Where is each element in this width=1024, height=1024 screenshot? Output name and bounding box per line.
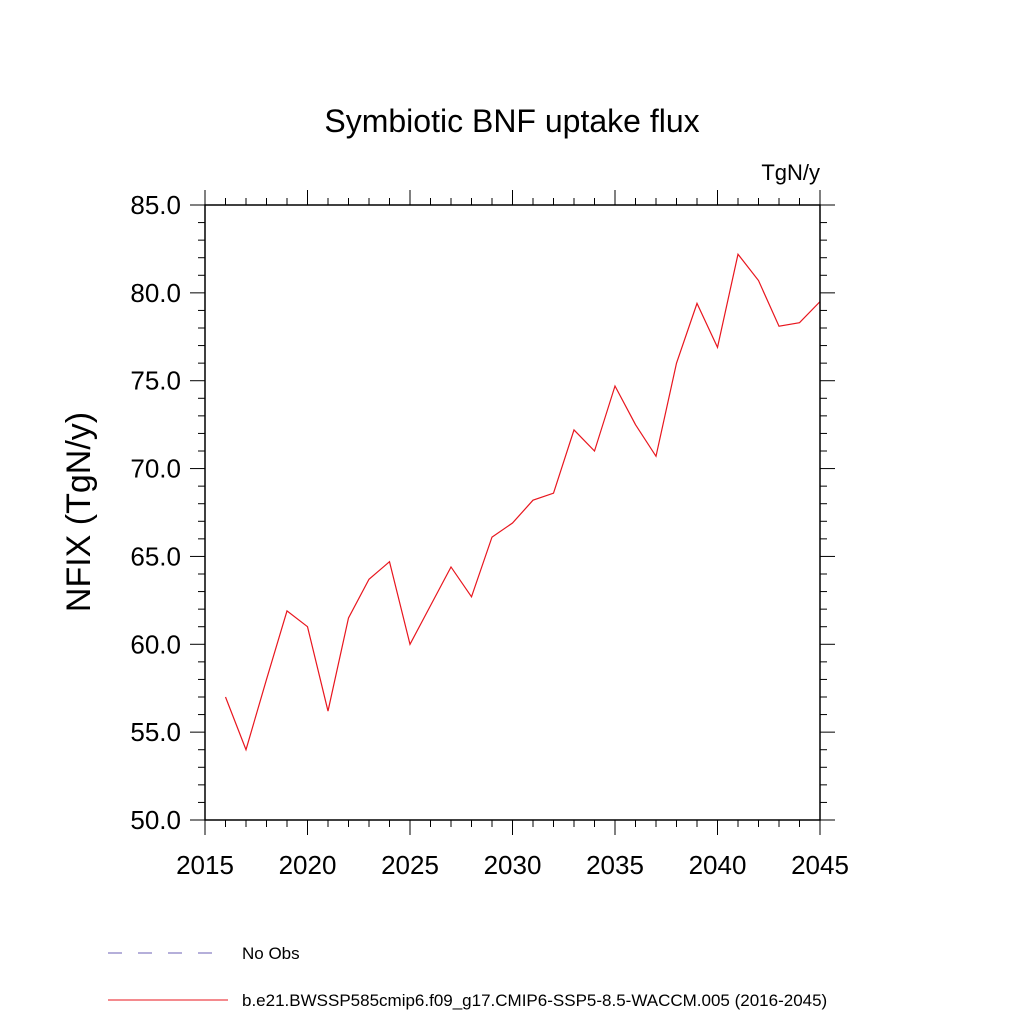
y-tick-label: 65.0 <box>130 541 181 571</box>
axis-ticks <box>190 190 835 835</box>
legend-entry: b.e21.BWSSP585cmip6.f09_g17.CMIP6-SSP5-8… <box>242 991 827 1010</box>
series-line <box>224 252 821 752</box>
chart-title: Symbiotic BNF uptake flux <box>324 103 699 139</box>
y-tick-label: 75.0 <box>130 366 181 396</box>
x-tick-label: 2020 <box>279 850 337 880</box>
x-tick-label: 2040 <box>689 850 747 880</box>
x-tick-label: 2030 <box>484 850 542 880</box>
x-tick-label: 2035 <box>586 850 644 880</box>
y-tick-label: 50.0 <box>130 805 181 835</box>
x-tick-label: 2015 <box>176 850 234 880</box>
legend-entry: No Obs <box>242 944 300 963</box>
y-tick-label: 80.0 <box>130 278 181 308</box>
y-tick-label: 70.0 <box>130 454 181 484</box>
y-tick-label: 60.0 <box>130 629 181 659</box>
plot-frame <box>204 204 821 821</box>
x-tick-label: 2025 <box>381 850 439 880</box>
y-axis-label: NFIX (TgN/y) <box>60 412 98 612</box>
units-label: TgN/y <box>761 160 820 185</box>
legend: No Obs b.e21.BWSSP585cmip6.f09_g17.CMIP6-… <box>108 944 827 1010</box>
x-tick-label: 2045 <box>791 850 849 880</box>
y-tick-label: 85.0 <box>130 190 181 220</box>
axis-tick-labels: 2015 2020 2025 2030 2035 2040 2045 50.0 55.0 60.0… <box>130 190 849 880</box>
series-lines <box>224 252 821 752</box>
y-tick-label: 55.0 <box>130 717 181 747</box>
